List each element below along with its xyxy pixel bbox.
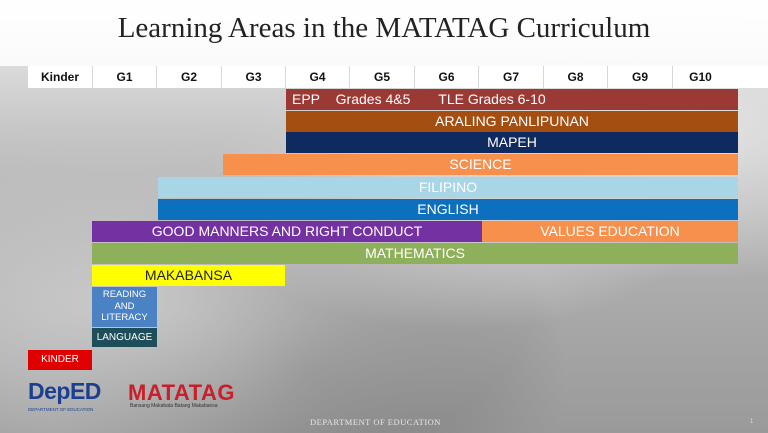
mapeh-bar: MAPEH (286, 132, 738, 153)
grade-header-g7: G7 (479, 66, 544, 88)
deped-logo-text: DepED (28, 378, 101, 404)
grade-header-g5: G5 (350, 66, 415, 88)
grade-header-g8: G8 (544, 66, 608, 88)
science-bar: SCIENCE (223, 154, 738, 175)
page-title: Learning Areas in the MATATAG Curriculum (117, 12, 651, 44)
kinder-bar: KINDER (28, 350, 92, 370)
reading-literacy-bar: READING AND LITERACY (92, 287, 157, 327)
epp-tle-bar: EPP Grades 4&5 TLE Grades 6-10 (286, 89, 738, 110)
epp-grades-label: Grades 4&5 (335, 91, 411, 107)
makabansa-bar: MAKABANSA (92, 265, 285, 286)
grade-header-g6: G6 (415, 66, 479, 88)
grade-header-g2: G2 (157, 66, 222, 88)
grade-header-g1: G1 (93, 66, 157, 88)
deped-logo-subtext: DEPARTMENT OF EDUCATION (28, 407, 94, 412)
mathematics-bar: MATHEMATICS (92, 243, 738, 264)
language-bar: LANGUAGE (92, 328, 157, 347)
gmrc-bar: GOOD MANNERS AND RIGHT CONDUCT (92, 221, 482, 242)
tle-label: TLE Grades 6-10 (438, 91, 546, 107)
grade-header-g10: G10 (689, 70, 712, 84)
grade-header-g9: G9 (608, 66, 673, 88)
matatag-logo: MATATAG (128, 380, 235, 405)
english-bar: ENGLISH (158, 199, 738, 220)
deped-logo: DepED DEPARTMENT OF EDUCATION (28, 378, 120, 418)
grade-header-g4: G4 (286, 66, 350, 88)
filipino-bar: FILIPINO (158, 177, 738, 198)
title-band (0, 0, 768, 66)
grade-header-row: Kinder G1 G2 G3 G4 G5 G6 G7 G8 G9 G10 (28, 66, 768, 88)
values-education-bar: VALUES EDUCATION (482, 221, 738, 242)
grade-header-kinder: Kinder (28, 66, 93, 88)
page-number: 1 (750, 419, 754, 425)
araling-panlipunan-bar: ARALING PANLIPUNAN (286, 111, 738, 132)
footer-text: DEPARTMENT OF EDUCATION (310, 417, 441, 427)
matatag-tagline: Bansang Makabata Batang Makabansa (130, 403, 218, 409)
grade-header-g3: G3 (222, 66, 286, 88)
epp-label: EPP (292, 91, 320, 107)
